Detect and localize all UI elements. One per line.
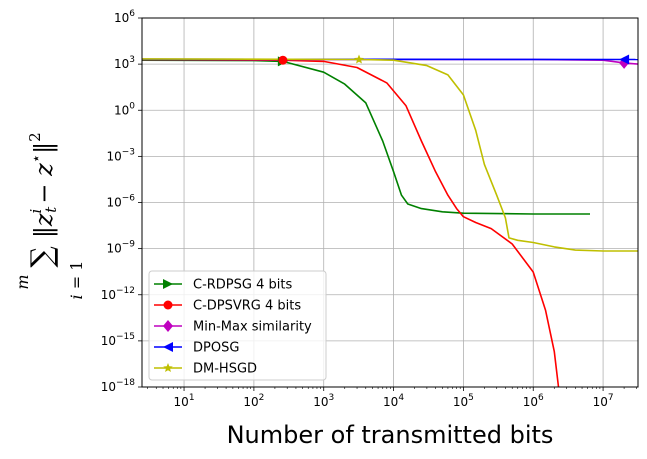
legend-item-c-rdpsg-4-bits: C-RDPSG 4 bits [154,278,292,293]
y-tick-label: 103 [114,55,135,71]
legend-item-c-dpsvrg-4-bits: C-DPSVRG 4 bits [154,299,301,314]
legend-label: Min-Max similarity [193,320,312,335]
legend-marker [163,300,173,310]
x-tick-label: 107 [593,393,614,409]
legend-label: C-DPSVRG 4 bits [193,299,301,314]
series-line-c-dpsvrg-4-bits [142,58,560,387]
ticks: 101 102 103 104 105 106 107 106 103 100 10−3 10−6 10… [101,9,637,409]
legend-item-dposg: DPOSG [154,341,239,356]
legend-box [148,270,327,381]
y-tick-label: 10−12 [101,286,135,302]
x-tick-label: 106 [523,393,544,409]
x-tick-label: 103 [313,393,334,409]
x-axis-title: Number of transmitted bits [227,421,554,449]
legend: C-RDPSG 4 bits C-DPSVRG 4 bits Min-Max sim… [148,270,327,381]
svg-text:i = 1: i = 1 [67,261,86,300]
series-line-c-rdpsg-4-bits [142,59,590,215]
series-line-dm-hsgd [142,58,638,252]
x-tick-label: 105 [453,393,474,409]
series-marker-c-dpsvrg-4-bits [278,55,288,65]
x-tick-label: 101 [174,393,195,409]
svg-text:m: m [13,274,32,289]
legend-item-min-max-similarity: Min-Max similarity [154,320,312,335]
y-axis-title: ∑ ‖zit− z⋆‖2 m i = 1 [13,132,86,299]
y-tick-label: 10−9 [106,240,135,256]
x-tick-label: 104 [383,393,404,409]
legend-label: DM-HSGD [193,362,257,377]
svg-text:∑ ‖zit− z⋆‖2: ∑ ‖zit− z⋆‖2 [25,132,60,267]
y-tick-label: 10−3 [106,147,135,163]
legend-marker [163,279,173,289]
series-marker-dposg [619,54,630,65]
x-tick-label: 102 [243,393,264,409]
y-tick-label: 10−15 [101,332,135,348]
y-tick-label: 100 [114,101,135,117]
legend-item-dm-hsgd: DM-HSGD [154,362,257,377]
y-tick-label: 106 [114,9,135,25]
y-tick-label: 10−6 [106,194,135,210]
legend-marker [163,342,173,352]
legend-label: C-RDPSG 4 bits [193,278,292,293]
y-tick-label: 10−18 [101,378,136,394]
legend-marker [163,320,173,332]
series-marker-dm-hsgd [354,54,364,64]
legend-marker [163,363,173,373]
marker-layer [277,54,630,69]
legend-label: DPOSG [193,341,239,356]
